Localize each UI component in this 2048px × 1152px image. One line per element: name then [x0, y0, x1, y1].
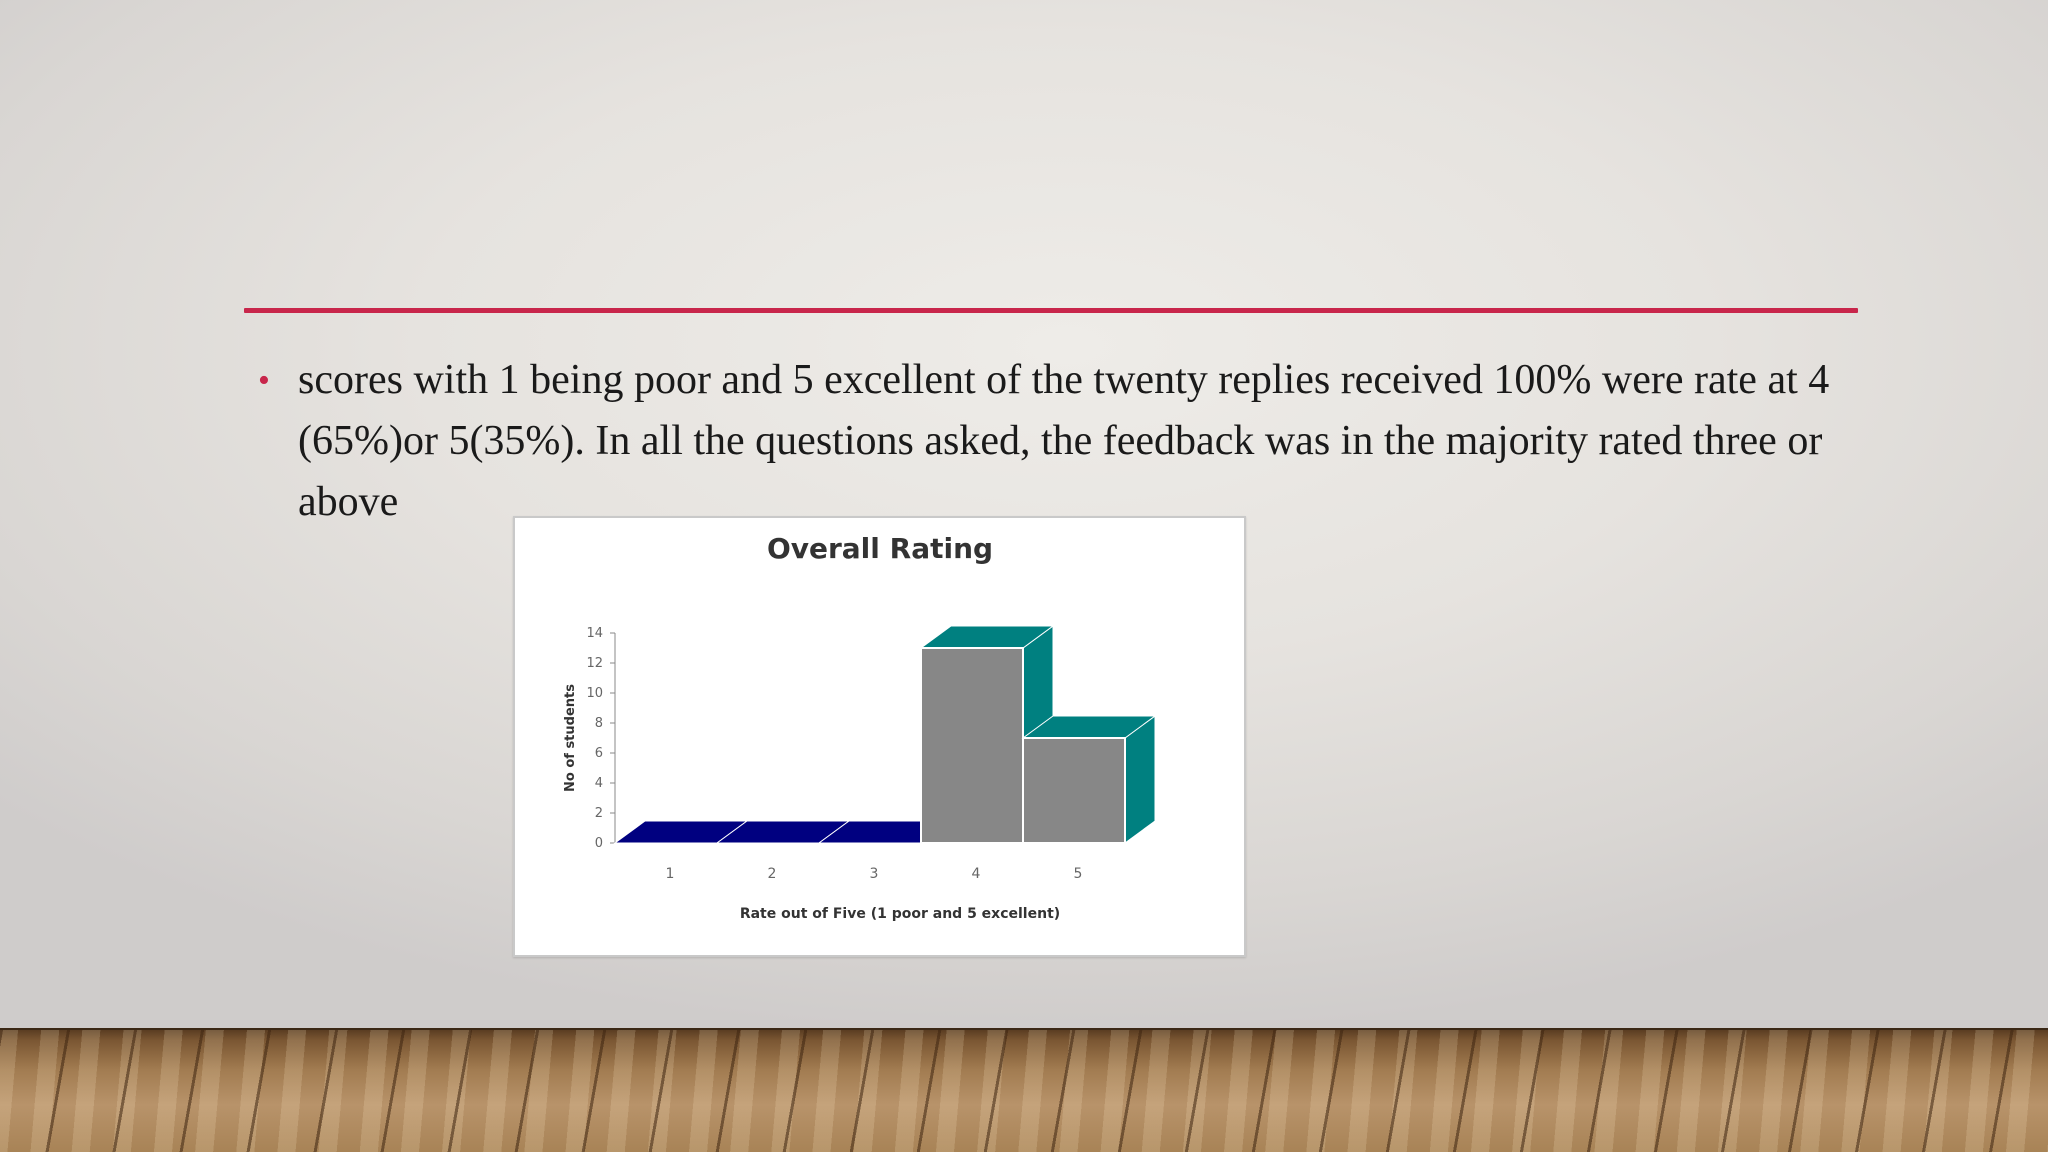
y-tick-label: 0 [595, 836, 603, 851]
x-tick-label: 3 [870, 866, 879, 882]
wood-floor-image [0, 1030, 2048, 1152]
y-tick-label: 6 [595, 746, 603, 761]
bullet-item: • scores with 1 being poor and 5 excelle… [258, 350, 1858, 533]
x-axis-label: Rate out of Five (1 poor and 5 excellent… [740, 906, 1060, 922]
x-tick-label: 4 [972, 866, 981, 882]
y-axis-label: No of students [563, 684, 578, 792]
bar [1022, 737, 1126, 844]
title-divider-line [244, 308, 1858, 313]
y-tick-label: 12 [586, 656, 603, 671]
y-tick-label: 2 [595, 806, 603, 821]
y-tick-label: 14 [586, 626, 603, 641]
body-text-box: • scores with 1 being poor and 5 excelle… [258, 350, 1858, 533]
x-tick-label: 5 [1074, 866, 1083, 882]
y-tick-label: 10 [586, 686, 603, 701]
bar [920, 647, 1024, 844]
x-tick-label: 1 [666, 866, 675, 882]
x-tick-label: 2 [768, 866, 777, 882]
bullet-dot-icon: • [258, 362, 270, 399]
chart-svg: Overall Rating No of students Rate out o… [563, 532, 1157, 922]
y-tick-label: 8 [595, 716, 603, 731]
chart-title: Overall Rating [767, 532, 993, 565]
bullet-text: scores with 1 being poor and 5 excellent… [298, 357, 1830, 525]
overall-rating-chart: Overall Rating No of students Rate out o… [513, 516, 1246, 957]
y-tick-label: 4 [595, 776, 603, 791]
